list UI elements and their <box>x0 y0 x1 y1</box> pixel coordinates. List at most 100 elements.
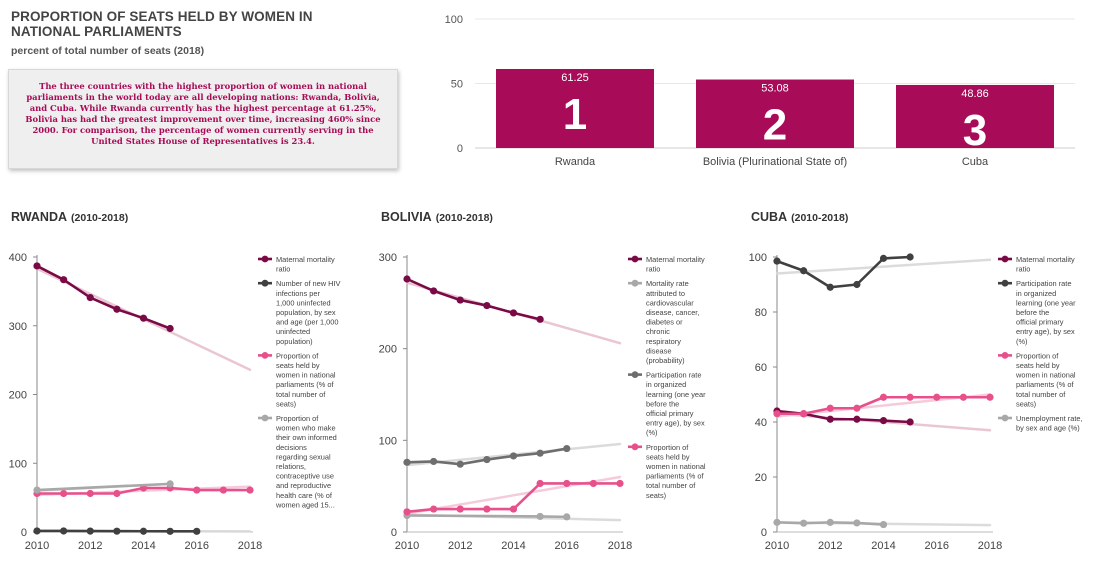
series-point <box>563 513 571 521</box>
series-point <box>536 479 544 488</box>
y-tick-label: 300 <box>379 252 397 264</box>
x-tick-label: 2010 <box>25 540 49 552</box>
legend-swatch-dot <box>631 279 639 287</box>
panel-title-range: (2010-2018) <box>791 212 848 224</box>
y-tick-label: 200 <box>9 390 27 402</box>
panel-title-range: (2010-2018) <box>71 212 128 224</box>
series-point <box>800 519 808 527</box>
panel-title-country: BOLIVIA <box>381 210 432 224</box>
series-point <box>800 410 808 418</box>
series-point <box>959 393 967 401</box>
series-point <box>219 486 227 494</box>
y-tick-label: 0 <box>391 527 397 539</box>
series-point <box>906 393 914 401</box>
series-point <box>246 486 254 494</box>
series-point <box>879 417 888 425</box>
bar <box>496 68 654 148</box>
bar-value-label: 48.86 <box>961 88 989 100</box>
series-line <box>36 264 171 330</box>
series-point <box>86 293 94 302</box>
series-point <box>113 527 121 535</box>
legend-label: Participation rate in organized learning (… <box>646 371 706 438</box>
y-tick-label: 100 <box>9 458 27 470</box>
bar-rank-label: 1 <box>563 90 587 139</box>
series-point <box>139 314 148 322</box>
note-box: The three countries with the highest pro… <box>8 69 398 169</box>
legend-swatch-dot <box>261 414 269 422</box>
bar-y-tick-label: 100 <box>445 14 463 26</box>
bolivia-line-chart: BOLIVIA (2010-2018) 0 100 200 300 2010 2012 2014… <box>379 210 706 552</box>
series-point <box>563 479 571 488</box>
y-tick-label: 300 <box>9 321 27 333</box>
bar-rank-label: 2 <box>763 101 787 150</box>
series-point <box>826 404 834 412</box>
bar-y-tick-label: 0 <box>457 143 463 155</box>
series-point <box>60 276 68 284</box>
bar-category-label: Rwanda <box>555 156 596 168</box>
series-point <box>773 257 781 265</box>
series-point <box>166 324 174 333</box>
series-point <box>193 486 201 494</box>
series-point <box>853 280 861 289</box>
series-point <box>86 489 94 498</box>
series-point <box>826 518 834 526</box>
x-tick-label: 2014 <box>871 540 895 552</box>
series-point <box>86 527 94 535</box>
bar-rank-label: 3 <box>963 106 987 155</box>
x-tick-label: 2012 <box>78 540 102 552</box>
series-line <box>406 277 541 321</box>
series-point <box>430 287 438 295</box>
series-point <box>853 519 861 527</box>
x-tick-label: 2018 <box>238 540 262 552</box>
panel-title: CUBA (2010-2018) <box>751 210 848 224</box>
series-point <box>456 460 464 468</box>
series-point <box>853 404 861 412</box>
series-point <box>509 505 518 513</box>
x-tick-label: 2018 <box>978 540 1002 552</box>
panel-title-range: (2010-2018) <box>436 212 493 224</box>
y-tick-label: 60 <box>755 362 767 374</box>
series-point <box>193 527 201 535</box>
series-point <box>509 452 518 460</box>
series-point <box>33 262 41 270</box>
x-tick-label: 2010 <box>765 540 789 552</box>
x-tick-label: 2014 <box>131 540 155 552</box>
x-tick-label: 2016 <box>925 540 949 552</box>
series-point <box>536 512 544 521</box>
legend-label: Proportion of seats held by women in natio… <box>645 443 706 500</box>
series-point <box>986 393 994 401</box>
panel-title-country: RWANDA <box>11 210 67 224</box>
bar-y-tick-label: 50 <box>451 79 463 91</box>
series-point <box>773 518 781 526</box>
series-trendline <box>775 258 992 275</box>
bar-value-label: 53.08 <box>761 83 789 95</box>
legend-label: Maternal mortality ratio <box>646 255 705 274</box>
x-tick-label: 2014 <box>501 540 525 552</box>
legend-label: Mortality rate attributed to cardiovascula… <box>646 279 699 365</box>
legend-label: Proportion of women who make their own inf… <box>275 414 337 509</box>
legend-swatch-dot <box>1001 352 1009 359</box>
series-point <box>773 410 781 418</box>
series-point <box>879 254 888 262</box>
series-point <box>853 415 861 423</box>
series-point <box>879 393 888 401</box>
series-point <box>430 505 438 513</box>
series-point <box>826 283 834 291</box>
series-point <box>113 305 121 313</box>
series-line <box>36 482 171 492</box>
series-point <box>483 505 491 513</box>
x-tick-label: 2016 <box>185 540 209 552</box>
legend-label: Participation rate in organized learning (… <box>1016 279 1076 346</box>
x-tick-label: 2012 <box>448 540 472 552</box>
series-point <box>166 527 174 535</box>
series-point <box>536 315 544 323</box>
x-tick-label: 2012 <box>818 540 842 552</box>
main-subtitle: percent of total number of seats (2018) <box>11 45 205 57</box>
series-point <box>60 489 68 498</box>
series-point <box>33 486 41 494</box>
y-tick-label: 0 <box>761 527 767 539</box>
y-tick-label: 80 <box>755 307 767 319</box>
panel-title: BOLIVIA (2010-2018) <box>381 210 493 224</box>
series-point <box>430 457 438 466</box>
legend-label: Unemployment rate, by sex and age (%) <box>1016 414 1083 433</box>
